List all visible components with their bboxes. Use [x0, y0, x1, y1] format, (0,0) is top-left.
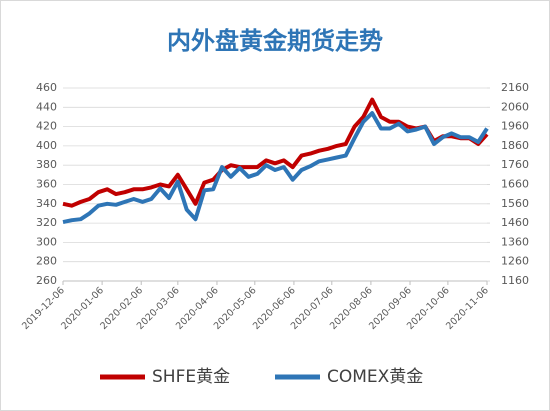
y2-tick-label: 1960: [501, 120, 529, 133]
y-tick-label: 260: [36, 274, 57, 287]
chart-title: 内外盘黄金期货走势: [167, 27, 383, 55]
y2-tick-label: 1860: [501, 139, 529, 152]
y2-tick-label: 1660: [501, 178, 529, 191]
y2-tick-label: 2060: [501, 100, 529, 113]
y2-tick-label: 2160: [501, 81, 529, 94]
y-tick-label: 360: [36, 178, 57, 191]
y-tick-label: 380: [36, 158, 57, 171]
y-tick-label: 340: [36, 197, 57, 210]
y-tick-label: 280: [36, 255, 57, 268]
y-tick-label: 460: [36, 81, 57, 94]
y-tick-label: 440: [36, 100, 57, 113]
y-tick-label: 400: [36, 139, 57, 152]
legend-label: COMEX黄金: [327, 367, 423, 387]
y2-tick-label: 1160: [501, 274, 529, 287]
y2-tick-label: 1760: [501, 158, 529, 171]
y2-tick-label: 1360: [501, 235, 529, 248]
y2-tick-label: 1260: [501, 255, 529, 268]
series-line: [62, 111, 489, 225]
y-tick-label: 300: [36, 235, 57, 248]
y2-tick-label: 1460: [501, 216, 529, 229]
y2-tick-label: 1560: [501, 197, 529, 210]
legend-label: SHFE黄金: [152, 367, 230, 387]
y-tick-label: 420: [36, 120, 57, 133]
y-tick-label: 320: [36, 216, 57, 229]
